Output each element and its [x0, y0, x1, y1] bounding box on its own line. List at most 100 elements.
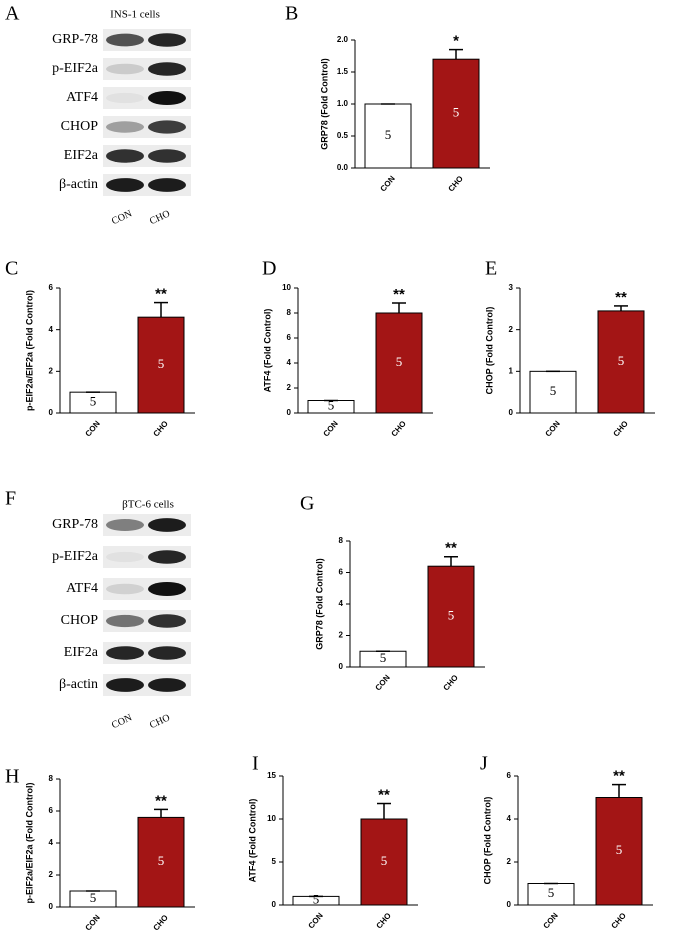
x-tick-label: CHO: [390, 419, 408, 438]
blot-column-label: CON: [110, 712, 134, 731]
x-tick-label: CON: [84, 913, 102, 933]
n-label: 5: [385, 127, 392, 142]
blot-band: [106, 678, 144, 692]
y-tick-label: 10: [267, 814, 276, 823]
blot-row-label: GRP-78: [52, 32, 98, 47]
y-axis-label: GRP78 (Fold Control): [314, 558, 324, 650]
x-tick-label: CHO: [152, 419, 170, 438]
y-tick-label: 2: [287, 383, 292, 392]
significance: **: [155, 286, 167, 303]
n-label: 5: [381, 853, 388, 868]
blot-band: [106, 92, 144, 104]
significance: **: [445, 540, 457, 557]
n-label: 5: [453, 105, 460, 120]
n-label: 5: [313, 892, 320, 907]
n-label: 5: [396, 354, 403, 369]
y-tick-label: 0: [49, 902, 54, 911]
y-axis-label: CHOP (Fold Control): [484, 307, 494, 395]
y-tick-label: 0: [272, 900, 277, 909]
y-tick-label: 0: [507, 900, 512, 909]
n-label: 5: [328, 398, 335, 413]
blot-band: [106, 614, 144, 628]
n-label: 5: [618, 353, 625, 368]
blot-band: [148, 91, 186, 105]
y-tick-label: 4: [339, 599, 344, 608]
blot-band: [106, 178, 144, 192]
significance: **: [613, 768, 625, 785]
x-tick-label: CHO: [447, 174, 465, 193]
y-axis-label: ATF4 (Fold Control): [262, 309, 272, 393]
blot-band: [148, 120, 186, 134]
significance: **: [378, 786, 390, 803]
blot-row-label: p-EIF2a: [52, 549, 99, 564]
n-label: 5: [550, 383, 557, 398]
blot-title: INS-1 cells: [110, 9, 160, 21]
panel-letter: E: [485, 258, 497, 280]
x-tick-label: CHO: [152, 913, 170, 932]
blot-band: [106, 121, 144, 133]
n-label: 5: [158, 356, 165, 371]
y-tick-label: 1: [509, 366, 514, 375]
panel-letter: A: [5, 3, 20, 25]
bar: [427, 565, 475, 668]
n-label: 5: [90, 890, 97, 905]
y-tick-label: 2: [509, 325, 514, 334]
x-tick-label: CHO: [375, 911, 393, 930]
significance: **: [615, 289, 627, 306]
blot-band: [106, 646, 144, 660]
y-tick-label: 3: [509, 283, 514, 292]
blot-band: [106, 63, 144, 75]
blot-column-label: CHO: [148, 208, 172, 227]
significance: **: [155, 792, 167, 809]
n-label: 5: [158, 853, 165, 868]
panel-letter: D: [262, 258, 276, 280]
panel-letter: H: [5, 766, 19, 788]
n-label: 5: [448, 608, 455, 623]
blot-band: [148, 646, 186, 660]
blot-band: [148, 550, 186, 564]
panel-letter: B: [285, 3, 298, 25]
blot-band: [148, 178, 186, 192]
y-tick-label: 4: [507, 814, 512, 823]
blot-column-label: CON: [110, 208, 134, 227]
y-tick-label: 1.0: [337, 99, 349, 108]
y-tick-label: 0.0: [337, 163, 349, 172]
blot-band: [106, 551, 144, 563]
panel-letter: I: [252, 753, 259, 775]
blot-band: [148, 518, 186, 532]
y-tick-label: 0: [339, 662, 344, 671]
bar: [529, 370, 577, 414]
n-label: 5: [380, 650, 387, 665]
x-tick-label: CON: [542, 911, 560, 931]
blot-row-label: ATF4: [66, 90, 98, 105]
y-tick-label: 6: [339, 568, 344, 577]
x-tick-label: CON: [374, 673, 392, 693]
y-axis-label: GRP78 (Fold Control): [319, 58, 329, 150]
blot-band: [148, 678, 186, 692]
blot-row-label: CHOP: [61, 119, 99, 134]
y-tick-label: 4: [287, 358, 292, 367]
y-tick-label: 0.5: [337, 131, 349, 140]
y-tick-label: 6: [49, 806, 54, 815]
bar: [137, 316, 185, 414]
blot-row-label: p-EIF2a: [52, 61, 99, 76]
y-axis-label: p-EIF2a/EIF2a (Fold Control): [24, 782, 34, 903]
significance: **: [393, 286, 405, 303]
blot-row-label: CHOP: [61, 613, 99, 628]
n-label: 5: [548, 885, 555, 900]
y-tick-label: 0: [287, 408, 292, 417]
bar: [360, 818, 408, 906]
blot-row-label: ATF4: [66, 581, 98, 596]
y-tick-label: 8: [49, 774, 54, 783]
blot-row-label: β-actin: [59, 677, 98, 692]
x-tick-label: CHO: [612, 419, 630, 438]
x-tick-label: CON: [379, 174, 397, 194]
n-label: 5: [616, 842, 623, 857]
y-axis-label: CHOP (Fold Control): [482, 797, 492, 885]
panel-letter: G: [300, 493, 314, 515]
bar: [432, 58, 480, 169]
x-tick-label: CON: [322, 419, 340, 439]
y-tick-label: 2: [507, 857, 512, 866]
y-tick-label: 2: [49, 870, 54, 879]
